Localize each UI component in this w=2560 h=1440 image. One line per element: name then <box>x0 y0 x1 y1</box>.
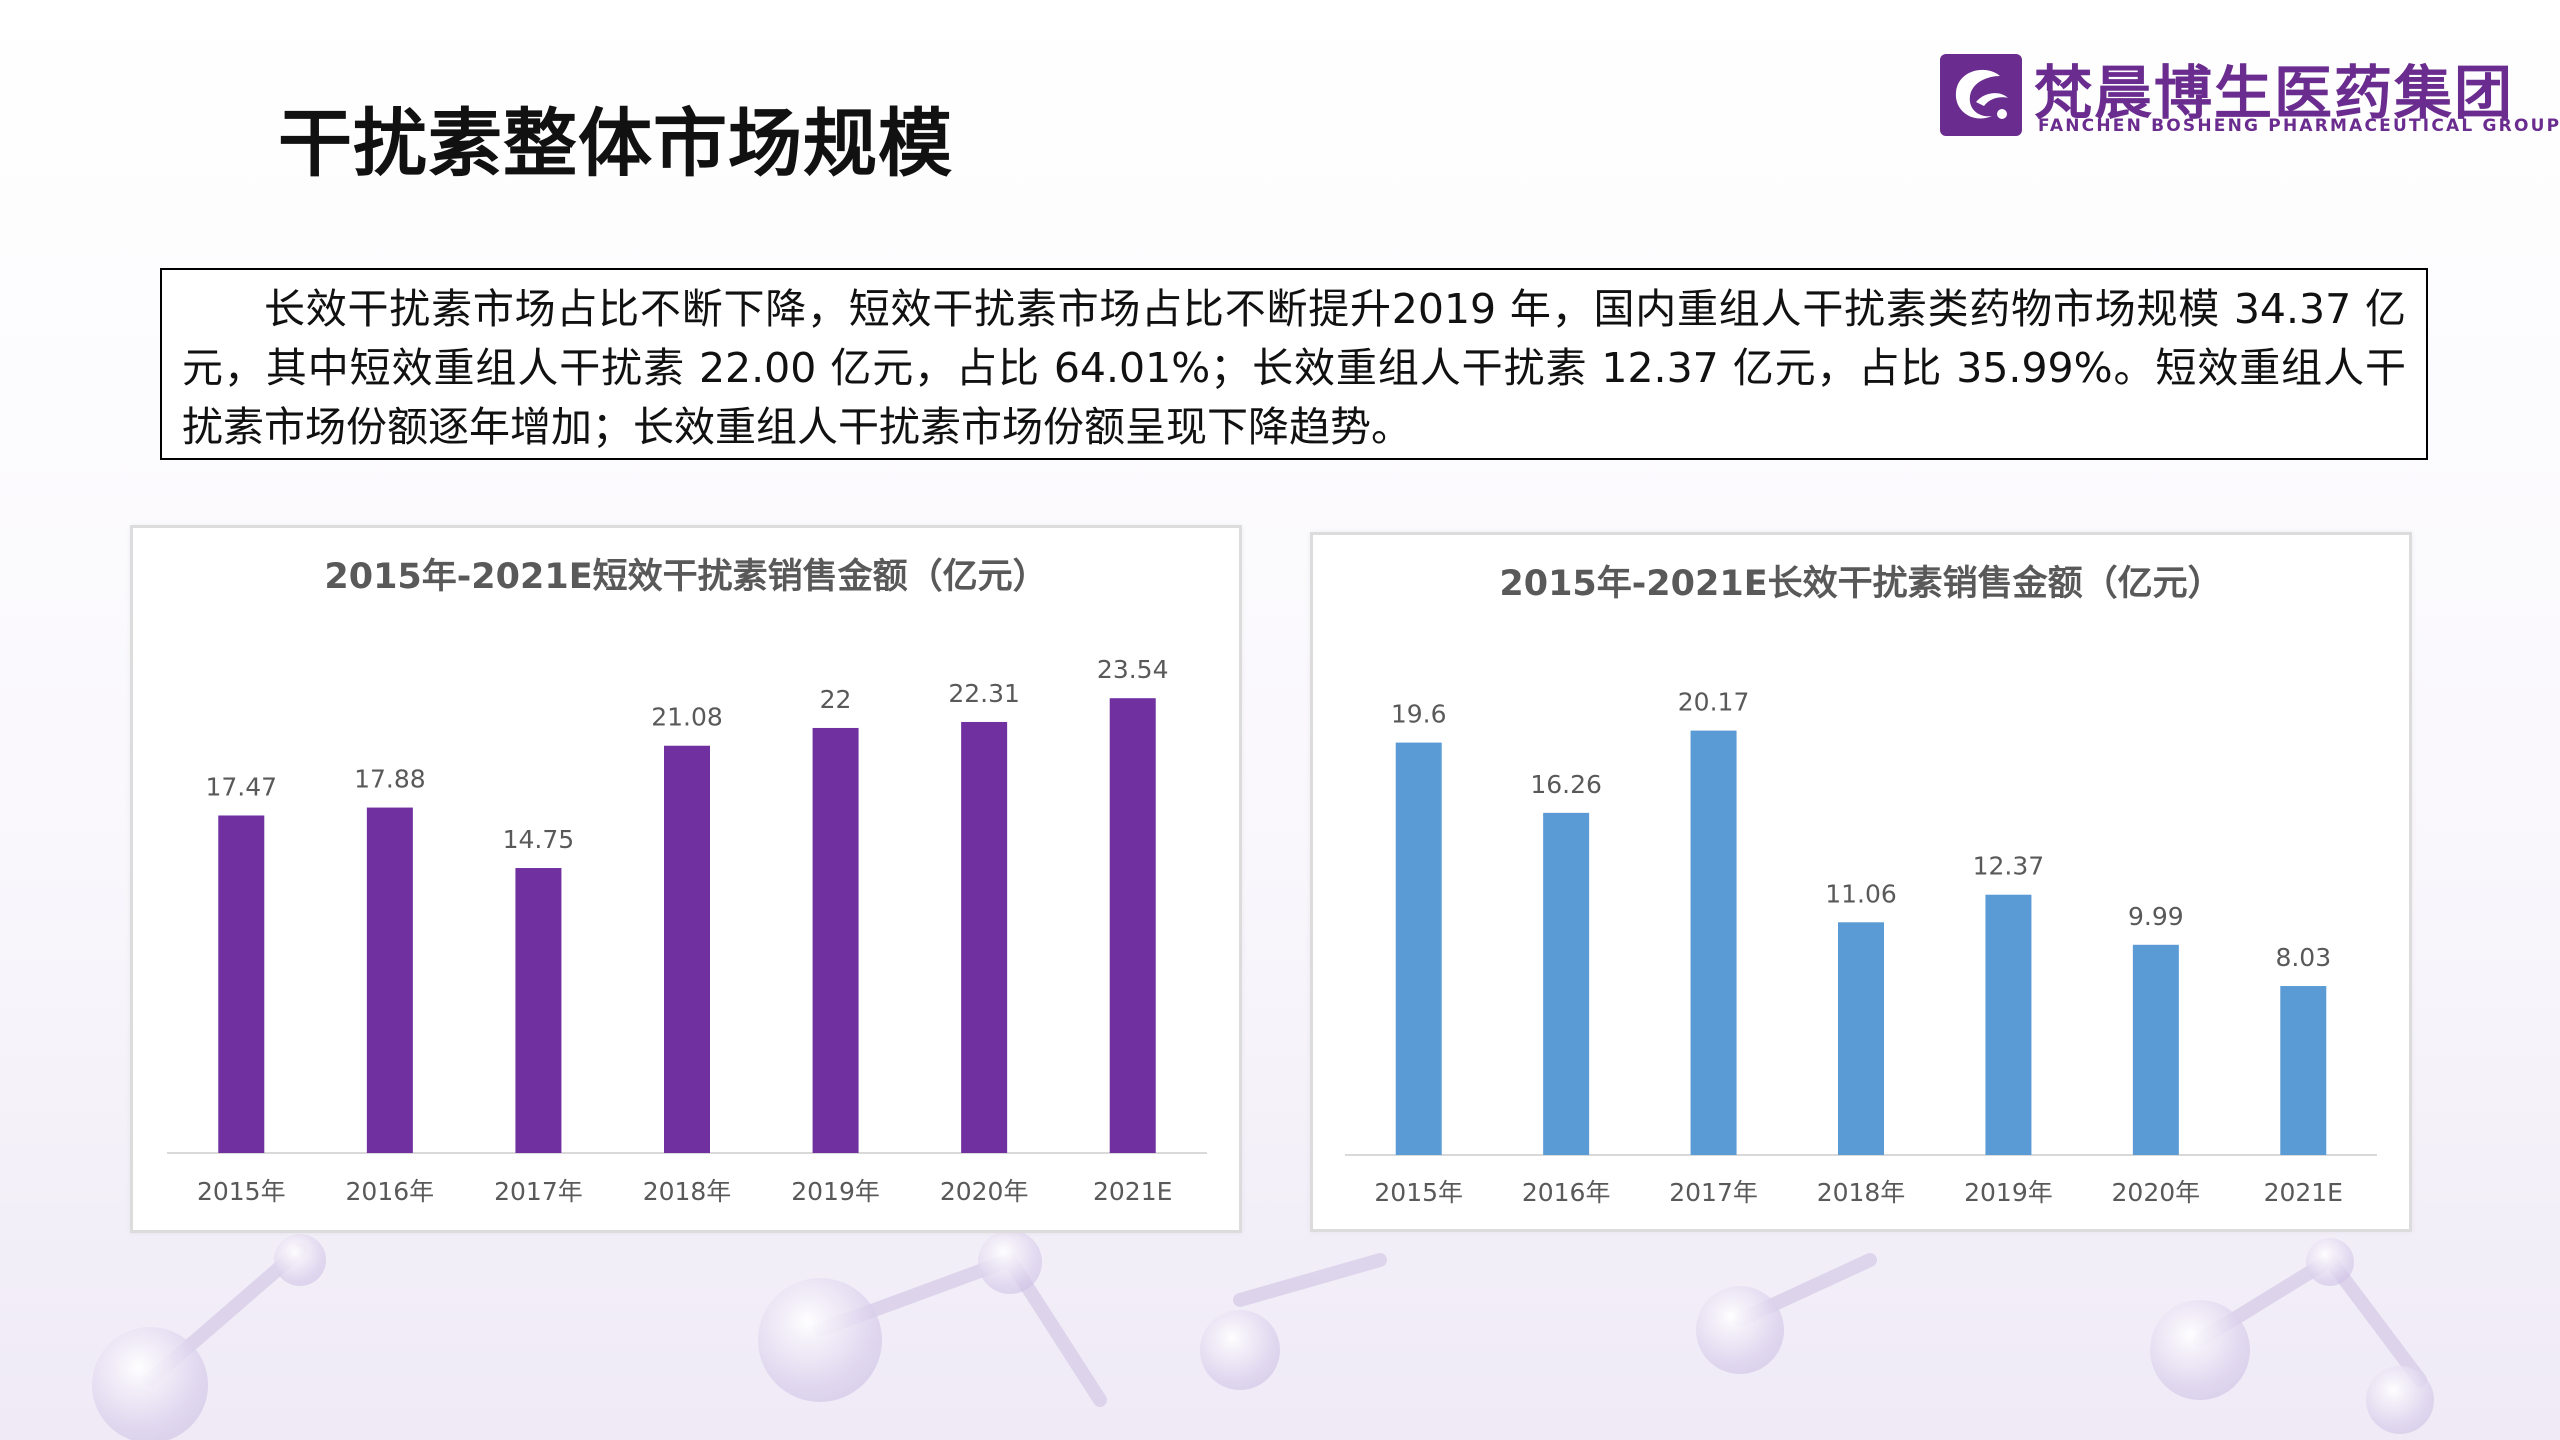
short-bar-5 <box>961 721 1008 1153</box>
short-bar-4 <box>812 727 859 1153</box>
short-acting-chart-panel: 2015年-2021E短效干扰素销售金额（亿元） 17.47 2015年 17.88 2… <box>130 525 1242 1233</box>
short-category-label-5: 2020年 <box>940 1177 1029 1206</box>
short-value-label-5: 22.31 <box>948 679 1020 708</box>
long-bar-5 <box>2132 944 2179 1155</box>
short-category-label-2: 2017年 <box>494 1177 583 1206</box>
company-logo: 梵晨博生医药集团 FANCHEN BOSHENG PHARMACEUTICAL … <box>1940 52 2559 142</box>
short-category-label-4: 2019年 <box>791 1177 880 1206</box>
long-value-label-0: 19.6 <box>1391 700 1447 729</box>
short-chart-title: 2015年-2021E短效干扰素销售金额（亿元） <box>324 556 1047 597</box>
long-value-label-2: 20.17 <box>1678 688 1750 717</box>
summary-box: 长效干扰素市场占比不断下降，短效干扰素市场占比不断提升2019 年，国内重组人干… <box>160 268 2428 460</box>
long-category-label-6: 2021E <box>2264 1178 2343 1207</box>
long-category-label-3: 2018年 <box>1817 1178 1906 1207</box>
short-value-label-0: 17.47 <box>205 772 277 801</box>
long-value-label-5: 9.99 <box>2128 902 2184 931</box>
long-category-label-0: 2015年 <box>1374 1178 1463 1207</box>
short-value-label-4: 22 <box>820 685 852 714</box>
long-category-label-2: 2017年 <box>1669 1178 1758 1207</box>
long-bar-3 <box>1838 922 1884 1155</box>
summary-text: 长效干扰素市场占比不断下降，短效干扰素市场占比不断提升2019 年，国内重组人干… <box>182 285 2406 451</box>
short-bar-0 <box>218 815 265 1153</box>
long-value-label-1: 16.26 <box>1530 770 1602 799</box>
long-acting-bar-chart: 2015年-2021E长效干扰素销售金额（亿元） 19.6 2015年 16.26 20… <box>1345 563 2377 1207</box>
long-chart-title: 2015年-2021E长效干扰素销售金额（亿元） <box>1499 563 2222 604</box>
long-bar-2 <box>1690 730 1737 1155</box>
long-value-label-6: 8.03 <box>2275 943 2331 972</box>
short-category-label-1: 2016年 <box>346 1177 435 1206</box>
long-value-label-4: 12.37 <box>1973 852 2045 881</box>
long-category-label-5: 2020年 <box>2112 1178 2201 1207</box>
short-bar-2 <box>515 868 562 1153</box>
long-category-label-1: 2016年 <box>1522 1178 1611 1207</box>
page-title: 干扰素整体市场规模 <box>278 101 953 187</box>
long-bar-0 <box>1395 742 1442 1155</box>
short-acting-bar-chart: 2015年-2021E短效干扰素销售金额（亿元） 17.47 2015年 17.88 2… <box>167 556 1207 1206</box>
short-category-label-3: 2018年 <box>643 1177 732 1206</box>
long-value-label-3: 11.06 <box>1825 879 1897 908</box>
short-bar-1 <box>366 807 413 1153</box>
short-category-label-0: 2015年 <box>197 1177 286 1206</box>
logo-chinese-name: 梵晨博生医药集团 <box>2034 59 2515 127</box>
long-bar-6 <box>2280 986 2327 1155</box>
short-value-label-2: 14.75 <box>503 825 575 854</box>
short-value-label-3: 21.08 <box>651 703 723 732</box>
short-category-label-6: 2021E <box>1093 1177 1172 1206</box>
logo-english-name: FANCHEN BOSHENG PHARMACEUTICAL GROUP <box>2038 116 2560 136</box>
long-acting-chart-panel: 2015年-2021E长效干扰素销售金额（亿元） 19.6 2015年 16.26 20… <box>1310 532 2412 1232</box>
short-bar-6 <box>1109 698 1156 1153</box>
short-value-label-6: 23.54 <box>1097 655 1169 684</box>
long-category-label-4: 2019年 <box>1964 1178 2053 1207</box>
long-bar-4 <box>1985 894 2032 1155</box>
short-bar-3 <box>664 745 710 1153</box>
short-value-label-1: 17.88 <box>354 765 426 794</box>
company-logo-icon <box>1940 54 2022 136</box>
long-bar-1 <box>1543 812 1590 1155</box>
